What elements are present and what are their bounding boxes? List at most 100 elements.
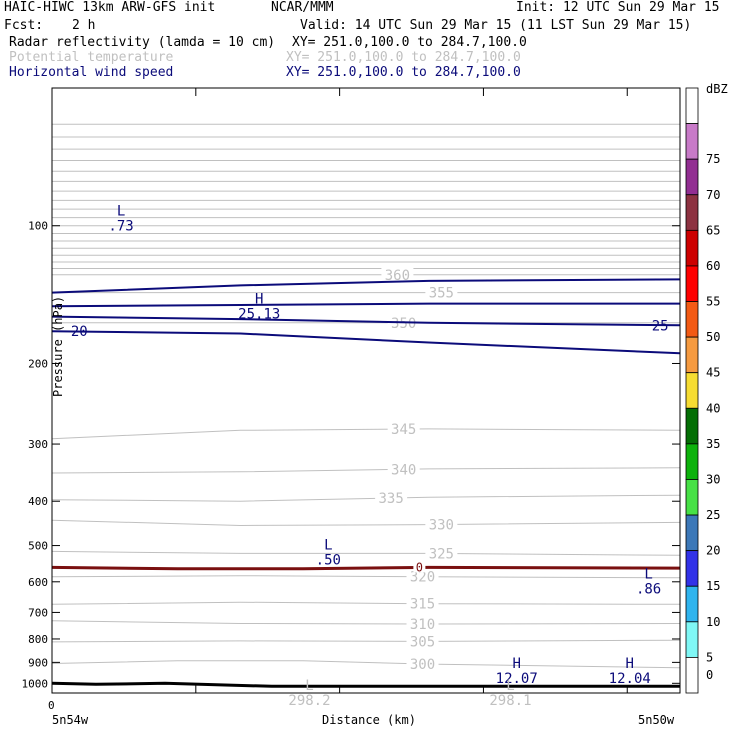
field-reflectivity-name: Radar reflectivity (lamda = 10 cm) (9, 35, 276, 50)
colorbar-level-0: 0 (706, 668, 713, 682)
theta-contour-335 (51, 494, 681, 502)
theta-label-bg (425, 284, 458, 299)
theta-contour-345 (51, 428, 681, 440)
colorbar-swatch-3 (685, 194, 699, 231)
extremum-value-6: 298.2 (288, 693, 330, 709)
extremum-kind-5: H (626, 656, 634, 672)
forecast-hours: 2 h (72, 18, 96, 33)
theta-label-bg (381, 266, 414, 281)
y-tick-label-1000: 1000 (22, 677, 49, 690)
theta-contour-330 (51, 519, 681, 527)
extremum-value-4: 12.07 (496, 671, 538, 687)
wind-contour-1 (51, 302, 680, 308)
model-title: HAIC-HIWC 13km ARW-GFS init (4, 0, 216, 15)
colorbar-swatch-7 (685, 336, 699, 374)
colorbar-swatch-9 (685, 407, 699, 445)
theta-contour-340 (51, 467, 681, 474)
theta-label-350: 350 (391, 316, 416, 332)
y-tick-label-400: 400 (28, 495, 48, 508)
theta-label-bg (375, 490, 408, 505)
extremum-kind-6: L (305, 678, 313, 694)
theta-contour-325 (51, 550, 681, 556)
field-wind-xy: XY= 251.0,100.0 to 284.7,100.0 (286, 65, 521, 80)
wind-label-20: 20 (71, 324, 88, 340)
extremum-kind-1: H (255, 292, 263, 308)
colorbar-swatch-1 (685, 123, 699, 160)
theta-label-335: 335 (378, 491, 403, 507)
colorbar-level-70: 70 (706, 188, 720, 202)
y-tick-label-700: 700 (28, 606, 48, 619)
field-theta-xy: XY= 251.0,100.0 to 284.7,100.0 (286, 50, 521, 65)
extremum-value-0: .73 (108, 219, 133, 235)
y-tick-label-800: 800 (28, 633, 48, 646)
theta-label-300: 300 (410, 657, 435, 673)
colorbar-level-20: 20 (706, 544, 720, 558)
theta-label-bg (406, 595, 439, 610)
feature-layer: 0L.73H25.13L.50L.86H12.07H12.04L298.2L29… (51, 204, 681, 709)
theta-contour-305 (51, 639, 681, 643)
colorbar-level-30: 30 (706, 472, 720, 486)
extremum-kind-4: H (513, 656, 521, 672)
colorbar-swatch-8 (685, 372, 699, 409)
colorbar-swatch-6 (685, 301, 699, 338)
wind-contour-layer: 20 25 (51, 278, 681, 355)
extremum-value-3: .86 (636, 581, 661, 597)
colorbar-level-45: 45 (706, 366, 720, 380)
colorbar-level-55: 55 (706, 295, 720, 309)
x-tick-label-0: 0 (48, 699, 55, 712)
theta-label-320: 320 (410, 570, 435, 586)
colorbar-level-25: 25 (706, 508, 720, 522)
colorbar-level-5: 5 (706, 650, 713, 664)
theta-label-bg (425, 516, 458, 531)
y-tick-label-500: 500 (28, 540, 48, 553)
zero-label-bg (413, 560, 426, 573)
extremum-value-5: 12.04 (609, 671, 651, 687)
wind-contour-2 (51, 315, 681, 327)
extremum-kind-3: L (644, 566, 652, 582)
colorbar-level-40: 40 (706, 401, 720, 415)
field-wind-name: Horizontal wind speed (9, 65, 174, 80)
theta-label-360: 360 (385, 268, 410, 284)
y-tick-label-300: 300 (28, 438, 48, 451)
colorbar-swatch-16 (685, 657, 699, 694)
theta-contour-310 (51, 620, 681, 625)
colorbar-swatch-5 (685, 265, 699, 302)
wind-contour-3 (51, 330, 681, 355)
colorbar-level-75: 75 (706, 152, 720, 166)
extremum-kind-0: L (117, 204, 125, 220)
theta-label-bg (387, 461, 420, 476)
x-axis-label: Distance (km) (322, 713, 416, 727)
colorbar-swatch-11 (685, 479, 699, 516)
x-end-label: 5n50w (638, 713, 675, 727)
init-time: Init: 12 UTC Sun 29 Mar 15 (516, 0, 720, 15)
colorbar-level-35: 35 (706, 437, 720, 451)
terrain-line (51, 681, 680, 688)
colorbar-swatch-13 (685, 550, 699, 587)
y-tick-label-200: 200 (28, 357, 48, 370)
colorbar-swatch-15 (685, 621, 699, 658)
colorbar-swatch-0 (685, 87, 699, 124)
theta-label-355: 355 (429, 286, 454, 302)
theta-label-bg (406, 655, 439, 670)
y-tick-label-600: 600 (28, 576, 48, 589)
colorbar-swatch-4 (685, 229, 699, 267)
theta-label-325: 325 (429, 546, 454, 562)
theta-contour-320 (51, 575, 681, 579)
theta-label-bg (406, 633, 439, 648)
theta-label-340: 340 (391, 462, 416, 478)
theta-label-330: 330 (429, 518, 454, 534)
colorbar-swatch-14 (685, 585, 699, 623)
y-axis-label: Pressure (hPa) (51, 296, 65, 397)
plot-frame (51, 87, 681, 694)
theta-label-bg (425, 545, 458, 560)
theta-label-bg (406, 615, 439, 630)
extremum-value-7: 298.1 (489, 693, 531, 709)
colorbar-level-10: 10 (706, 615, 720, 629)
colorbar-swatch-12 (685, 514, 699, 552)
colorbar-level-50: 50 (706, 330, 720, 344)
colorbar-level-15: 15 (706, 579, 720, 593)
theta-label-315: 315 (410, 597, 435, 613)
zero-dbz-contour (51, 565, 681, 571)
